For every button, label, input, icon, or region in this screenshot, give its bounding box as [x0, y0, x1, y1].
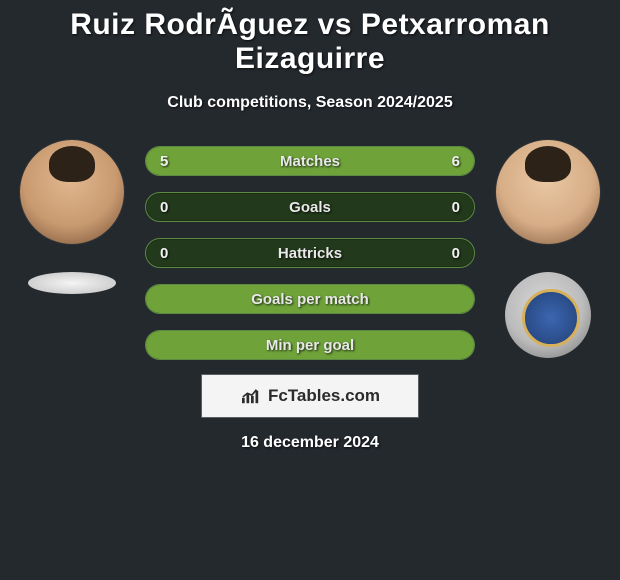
stat-bar: Min per goal: [145, 330, 475, 360]
stat-bar: Goals per match: [145, 284, 475, 314]
stat-value-right: 6: [452, 147, 460, 175]
page-title: Ruiz RodrÃ­guez vs Petxarroman Eizaguirr…: [0, 8, 620, 76]
stat-label: Goals: [146, 193, 474, 221]
brand-box[interactable]: FcTables.com: [201, 374, 419, 418]
stat-label: Min per goal: [146, 331, 474, 359]
left-column: [17, 140, 127, 294]
stat-value-left: 0: [160, 193, 168, 221]
player-left-avatar: [20, 140, 124, 244]
main-row: Matches56Goals00Hattricks00Goals per mat…: [0, 140, 620, 360]
brand-chart-icon: [240, 387, 262, 405]
stat-value-left: 5: [160, 147, 168, 175]
right-column: [493, 140, 603, 358]
club-right-logo: [505, 272, 591, 358]
comparison-card: Ruiz RodrÃ­guez vs Petxarroman Eizaguirr…: [0, 0, 620, 452]
club-left-logo: [28, 272, 116, 294]
stat-value-right: 0: [452, 239, 460, 267]
stat-value-right: 0: [452, 193, 460, 221]
brand-label: FcTables.com: [268, 386, 380, 406]
date-line: 16 december 2024: [241, 434, 379, 452]
subtitle: Club competitions, Season 2024/2025: [167, 94, 452, 112]
player-right-avatar: [496, 140, 600, 244]
stat-value-left: 0: [160, 239, 168, 267]
stat-bar: Hattricks0 0: [145, 238, 475, 268]
stats-bars: Matches56Goals00Hattricks00Goals per mat…: [145, 140, 475, 360]
stat-bar: Matches5 6: [145, 146, 475, 176]
stat-label: Hattricks: [146, 239, 474, 267]
stat-label: Goals per match: [146, 285, 474, 313]
stat-label: Matches: [146, 147, 474, 175]
stat-bar: Goals0 0: [145, 192, 475, 222]
